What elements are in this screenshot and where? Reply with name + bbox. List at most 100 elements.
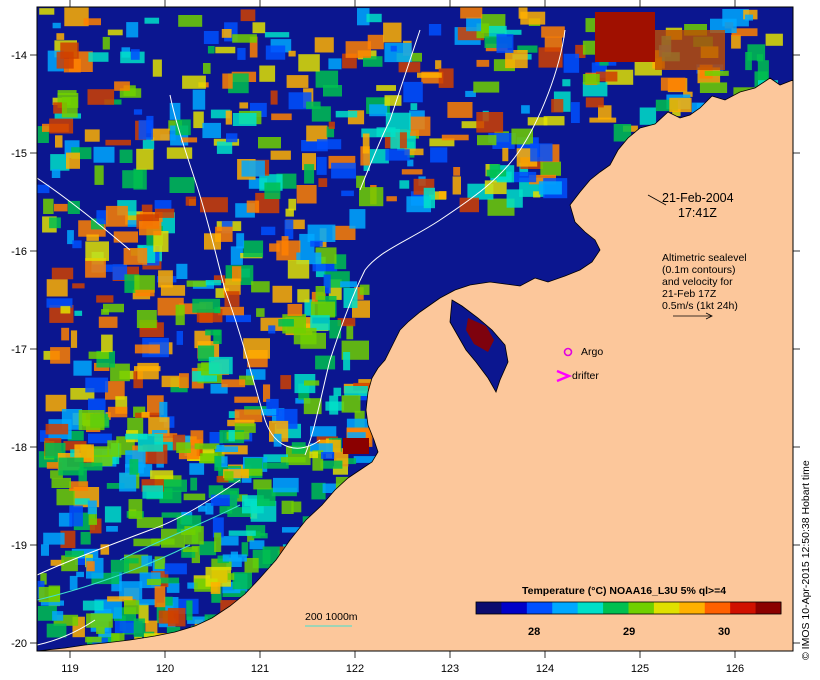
coastal-warm-patch <box>655 30 725 70</box>
sst-patch <box>246 200 260 213</box>
sst-patch <box>180 137 198 143</box>
sst-patch <box>288 92 312 110</box>
sst-patch <box>215 288 229 298</box>
sst-patch <box>222 554 247 562</box>
sst-patch <box>69 481 89 491</box>
sst-patch <box>210 109 231 119</box>
land-mass <box>37 77 793 651</box>
sst-patch <box>359 284 370 295</box>
sst-patch <box>203 63 211 74</box>
sst-patch <box>50 347 71 364</box>
sst-patch <box>79 462 103 471</box>
sst-patch <box>312 263 338 272</box>
sst-patch <box>502 147 509 162</box>
sst-patch <box>192 371 217 382</box>
sst-patch <box>84 129 100 142</box>
sst-patch <box>320 460 343 469</box>
sst-patch <box>154 200 172 209</box>
sst-patch <box>213 329 222 344</box>
sst-patch <box>488 133 516 143</box>
sst-patch <box>298 54 320 72</box>
sst-patch <box>213 275 225 283</box>
sst-patch <box>476 112 504 133</box>
sst-patch <box>222 590 246 597</box>
sst-patch <box>284 219 294 240</box>
colorbar-title: Temperature (°C) NOAA16_L3U 5% ql>=4 <box>522 585 726 597</box>
lon-tick-label: 121 <box>251 663 269 675</box>
sst-patch <box>232 34 257 43</box>
sst-patch <box>43 198 54 214</box>
sst-patch <box>153 577 180 584</box>
sst-patch <box>105 381 125 400</box>
date-label: 21-Feb-2004 <box>662 191 734 205</box>
sst-patch <box>756 54 763 62</box>
sst-patch <box>75 554 88 565</box>
sst-patch <box>119 581 143 600</box>
sst-patch <box>135 599 156 606</box>
sst-patch <box>225 314 251 323</box>
sst-patch <box>60 306 71 314</box>
colorbar-tick-label: 28 <box>528 626 540 638</box>
sst-patch <box>223 278 241 295</box>
sst-patch <box>473 81 500 93</box>
sst-patch <box>37 126 49 143</box>
coastal-warm-patch <box>343 438 369 454</box>
sst-patch <box>152 59 162 77</box>
sst-patch <box>224 291 240 307</box>
sst-patch <box>315 70 339 88</box>
sst-patch <box>133 168 147 190</box>
colorbar-tick-label: 29 <box>623 626 635 638</box>
sst-patch <box>96 295 114 303</box>
sst-patch <box>110 559 129 573</box>
sst-patch <box>232 113 257 126</box>
colorbar-swatch <box>552 602 579 614</box>
sst-patch <box>107 440 119 457</box>
sst-patch <box>107 406 128 418</box>
sst-patch <box>126 22 139 38</box>
sst-patch <box>273 477 299 493</box>
sst-patch <box>133 371 143 389</box>
sst-patch <box>107 29 123 36</box>
sst-patch <box>166 582 180 593</box>
sst-patch <box>533 191 541 198</box>
sst-patch <box>115 396 128 414</box>
sst-patch <box>106 526 118 532</box>
sst-patch <box>125 433 148 440</box>
sst-patch <box>53 102 67 114</box>
sst-patch <box>334 254 347 270</box>
sst-patch <box>200 197 228 213</box>
altimetry-line: 21-Feb 17Z <box>662 288 717 300</box>
sst-patch <box>239 102 249 109</box>
sst-patch <box>435 60 442 70</box>
colorbar-swatch <box>755 602 782 614</box>
sst-patch <box>530 143 553 162</box>
sst-patch <box>40 430 50 442</box>
sst-patch <box>251 281 270 293</box>
sst-patch <box>124 600 140 615</box>
sst-patch <box>332 225 356 240</box>
sst-patch <box>226 431 250 440</box>
sst-patch <box>74 310 83 316</box>
sst-patch <box>119 88 142 98</box>
sst-patch <box>69 505 83 527</box>
coastal-warm-patch <box>595 12 655 62</box>
sst-patch <box>169 177 195 193</box>
sst-patch <box>103 303 124 313</box>
sst-patch <box>270 90 278 105</box>
sst-patch <box>496 34 514 53</box>
sst-patch <box>152 430 168 437</box>
sst-patch <box>151 128 170 141</box>
sst-patch <box>214 307 221 314</box>
sealevel-contours <box>37 29 566 646</box>
sst-patch <box>178 15 203 27</box>
lon-tick-label: 124 <box>536 663 554 675</box>
sst-patch <box>438 68 454 88</box>
sst-patch <box>280 457 306 463</box>
sst-patch <box>138 120 153 140</box>
sst-patch <box>286 75 309 88</box>
sst-patch <box>56 33 65 40</box>
sst-patch <box>296 185 317 204</box>
sst-patch <box>511 128 533 145</box>
sst-patch <box>168 120 182 131</box>
sst-patch <box>310 426 337 437</box>
